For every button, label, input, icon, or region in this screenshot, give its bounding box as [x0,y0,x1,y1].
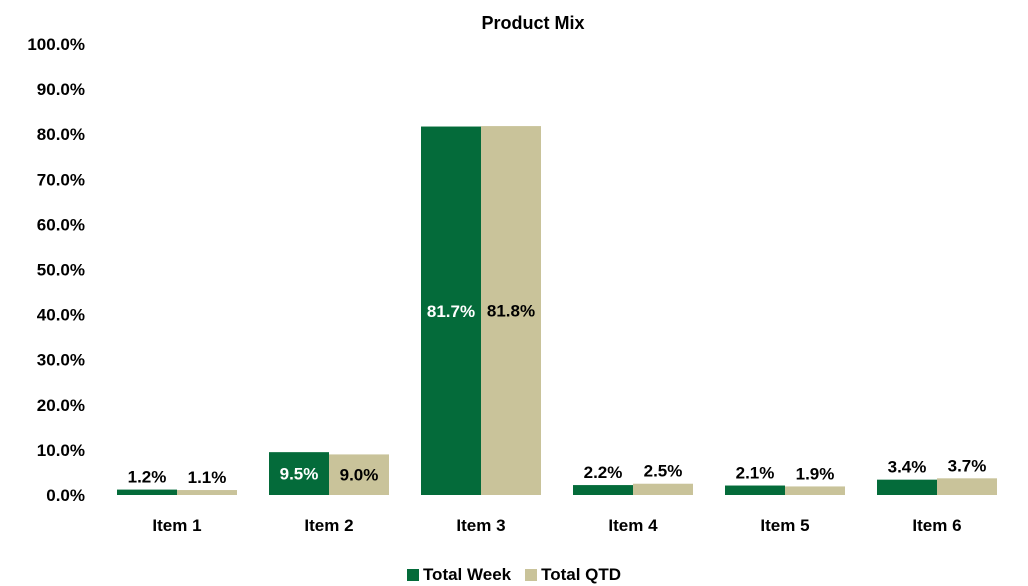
bar [877,479,937,495]
bar [573,485,633,495]
data-label: 2.2% [584,463,623,482]
x-tick-label: Item 2 [304,516,353,535]
x-tick-label: Item 6 [912,516,961,535]
legend: Total Week Total QTD [0,565,1028,585]
y-tick-label: 20.0% [37,396,85,415]
y-tick-label: 60.0% [37,215,85,234]
bar [329,454,389,495]
legend-swatch-total-qtd [525,569,538,581]
bar [269,452,329,495]
data-label: 3.4% [888,458,927,477]
x-tick-label: Item 3 [456,516,505,535]
data-label: 2.5% [644,462,683,481]
x-tick-label: Item 5 [760,516,809,535]
bar [481,126,541,495]
legend-item-total-qtd: Total QTD [525,565,621,585]
bar [117,489,177,495]
y-axis-ticks: 0.0% 10.0% 20.0% 30.0% 40.0% 50.0% 60.0% 70.0% 8… [27,35,85,505]
data-label: 1.9% [796,464,835,483]
bar [785,486,845,495]
bar [421,126,481,496]
y-tick-label: 0.0% [46,486,85,505]
x-tick-label: Item 4 [608,516,658,535]
bar [725,485,785,495]
bar [177,490,237,495]
chart-title: Product Mix [481,13,584,33]
data-labels: 1.2% 9.5% 81.7% 2.2% 2.1% 3.4% 1.1% 9.0% 81.8% 2.… [128,302,987,487]
legend-label-total-week: Total Week [422,565,512,584]
x-tick-label: Item 1 [152,516,201,535]
y-tick-label: 100.0% [27,35,85,54]
data-label: 9.5% [280,465,319,484]
data-label: 81.7% [427,302,475,321]
data-label: 1.1% [188,468,227,487]
data-label: 9.0% [340,466,379,485]
data-label: 81.8% [487,302,535,321]
x-axis-ticks: Item 1 Item 2 Item 3 Item 4 Item 5 Item 6 [152,516,961,535]
y-tick-label: 40.0% [37,306,85,325]
legend-label-total-qtd: Total QTD [541,565,622,584]
y-tick-label: 30.0% [37,351,85,370]
legend-swatch-total-week [406,569,419,581]
y-tick-label: 70.0% [37,170,85,189]
data-label: 2.1% [736,464,775,483]
y-tick-label: 90.0% [37,80,85,99]
y-tick-label: 10.0% [37,441,85,460]
bar [633,483,693,495]
data-label: 1.2% [128,468,167,487]
data-label: 3.7% [948,456,987,475]
y-tick-label: 80.0% [37,125,85,144]
bar-series [117,126,997,496]
bar [937,478,997,495]
legend-item-total-week: Total Week [406,565,512,585]
y-tick-label: 50.0% [37,261,85,280]
